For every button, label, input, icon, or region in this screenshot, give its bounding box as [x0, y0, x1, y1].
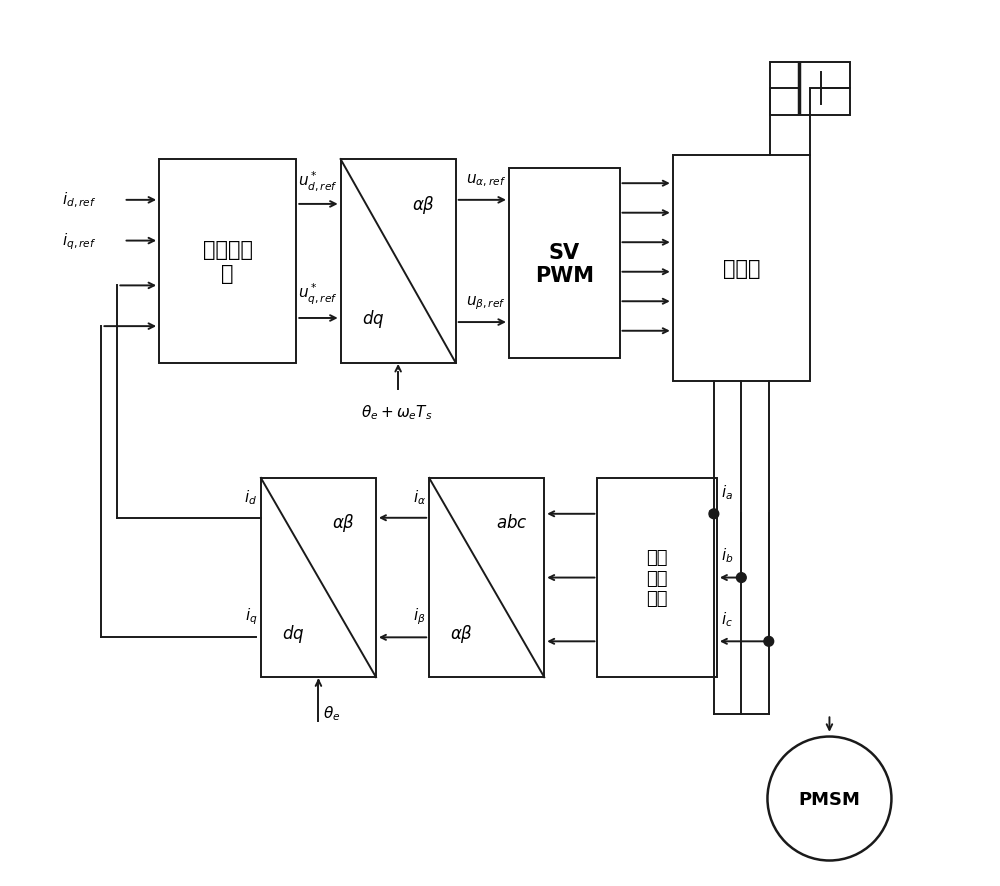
Text: $i_\alpha$: $i_\alpha$ — [413, 488, 426, 507]
Text: $i_d$: $i_d$ — [244, 488, 257, 507]
Text: $\alpha\beta$: $\alpha\beta$ — [332, 511, 355, 533]
Text: $\theta_e$: $\theta_e$ — [323, 704, 340, 723]
Circle shape — [709, 509, 719, 519]
Circle shape — [736, 573, 746, 583]
Bar — [159, 160, 296, 363]
Circle shape — [764, 637, 774, 647]
Text: $\theta_e + \omega_e T_s$: $\theta_e + \omega_e T_s$ — [361, 403, 433, 422]
Text: $i_b$: $i_b$ — [721, 546, 733, 564]
Text: $i_a$: $i_a$ — [721, 482, 733, 501]
Text: 逆变器: 逆变器 — [723, 259, 760, 278]
Text: $abc$: $abc$ — [496, 513, 528, 532]
Text: $i_{q,ref}$: $i_{q,ref}$ — [62, 231, 96, 252]
Bar — [673, 156, 810, 381]
Text: $u_{\beta,ref}$: $u_{\beta,ref}$ — [466, 293, 506, 311]
Text: $u^*_{d,ref}$: $u^*_{d,ref}$ — [298, 168, 338, 192]
Text: $\alpha\beta$: $\alpha\beta$ — [412, 194, 435, 215]
Bar — [429, 478, 544, 678]
Bar — [770, 63, 850, 116]
Text: $i_q$: $i_q$ — [245, 605, 257, 626]
Text: $u^*_{q,ref}$: $u^*_{q,ref}$ — [298, 281, 338, 307]
Bar — [341, 160, 456, 363]
Text: 定子
电流
采样: 定子 电流 采样 — [646, 548, 668, 608]
Bar — [509, 168, 620, 359]
Bar — [597, 478, 717, 678]
Text: 电流控制
器: 电流控制 器 — [203, 240, 253, 284]
Text: $i_{d,ref}$: $i_{d,ref}$ — [62, 191, 96, 210]
Text: $dq$: $dq$ — [282, 623, 304, 645]
Bar — [261, 478, 376, 678]
Text: SV
PWM: SV PWM — [535, 242, 594, 285]
Text: $\alpha\beta$: $\alpha\beta$ — [450, 623, 473, 645]
Text: $u_{\alpha,ref}$: $u_{\alpha,ref}$ — [466, 173, 506, 189]
Text: PMSM: PMSM — [799, 789, 860, 808]
Text: $dq$: $dq$ — [362, 307, 384, 330]
Text: $i_c$: $i_c$ — [721, 610, 732, 628]
Text: $i_\beta$: $i_\beta$ — [413, 605, 426, 626]
